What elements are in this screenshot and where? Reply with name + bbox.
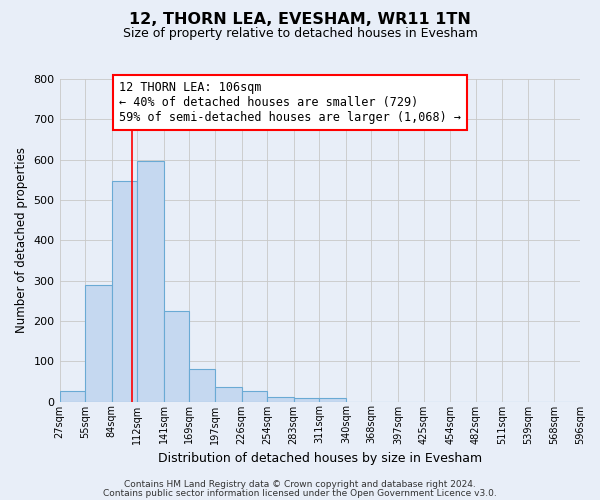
Text: 12 THORN LEA: 106sqm
← 40% of detached houses are smaller (729)
59% of semi-deta: 12 THORN LEA: 106sqm ← 40% of detached h… — [119, 80, 461, 124]
Bar — [112, 182, 137, 402]
X-axis label: Distribution of detached houses by size in Evesham: Distribution of detached houses by size … — [158, 452, 482, 465]
Bar — [85, 284, 112, 402]
Y-axis label: Number of detached properties: Number of detached properties — [15, 148, 28, 334]
Bar — [242, 391, 267, 402]
Bar — [267, 396, 294, 402]
Bar — [59, 390, 85, 402]
Bar — [137, 161, 164, 402]
Bar — [190, 370, 215, 402]
Bar — [319, 398, 346, 402]
Text: 12, THORN LEA, EVESHAM, WR11 1TN: 12, THORN LEA, EVESHAM, WR11 1TN — [129, 12, 471, 28]
Text: Contains HM Land Registry data © Crown copyright and database right 2024.: Contains HM Land Registry data © Crown c… — [124, 480, 476, 489]
Bar — [294, 398, 319, 402]
Bar — [164, 311, 190, 402]
Text: Size of property relative to detached houses in Evesham: Size of property relative to detached ho… — [122, 28, 478, 40]
Bar — [215, 386, 242, 402]
Text: Contains public sector information licensed under the Open Government Licence v3: Contains public sector information licen… — [103, 488, 497, 498]
